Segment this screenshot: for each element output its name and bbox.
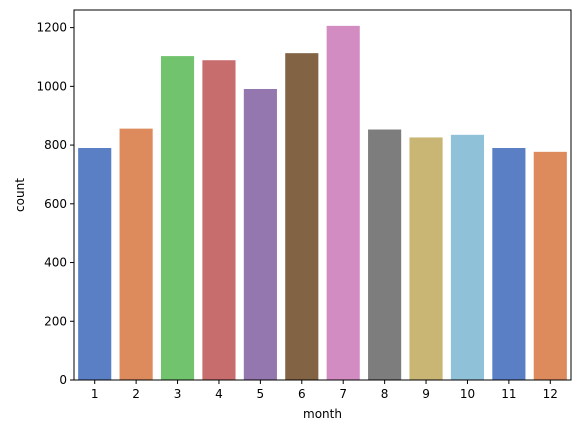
bar-month-1 (78, 148, 112, 380)
x-tick-label: 1 (91, 387, 99, 401)
bar-month-11 (492, 148, 526, 380)
plot-frame (73, 9, 572, 381)
bar-month-12 (533, 151, 567, 380)
x-tick-label: 6 (298, 387, 306, 401)
bar-month-3 (160, 56, 195, 380)
bar-month-10 (450, 134, 485, 380)
x-axis: 1 2 3 4 5 6 7 8 9 10 11 12 (91, 380, 558, 401)
x-tick-label: 5 (257, 387, 265, 401)
x-tick-label: 2 (132, 387, 140, 401)
y-axis-label: count (13, 178, 27, 212)
y-tick-label: 800 (44, 138, 67, 152)
y-tick-label: 0 (59, 373, 67, 387)
y-tick-label: 600 (44, 197, 67, 211)
y-axis: 0 200 400 600 800 1000 1200 (36, 21, 74, 387)
bar-month-8 (368, 129, 402, 380)
bar-month-2 (119, 128, 153, 380)
y-tick-label: 1000 (36, 79, 67, 93)
bar-month-4 (202, 60, 236, 380)
x-tick-label: 4 (215, 387, 223, 401)
x-tick-label: 8 (381, 387, 389, 401)
bar-month-7 (326, 25, 360, 380)
x-tick-label: 7 (339, 387, 347, 401)
x-axis-label: month (303, 407, 342, 421)
x-tick-label: 3 (174, 387, 182, 401)
y-tick-label: 200 (44, 314, 67, 328)
x-tick-label: 10 (460, 387, 475, 401)
x-tick-label: 9 (422, 387, 430, 401)
y-tick-label: 1200 (36, 21, 67, 35)
bars-group (78, 25, 567, 381)
bar-month-6 (285, 53, 319, 381)
x-tick-label: 11 (501, 387, 516, 401)
x-tick-label: 12 (543, 387, 558, 401)
y-tick-label: 400 (44, 256, 67, 270)
bar-month-5 (243, 88, 277, 380)
bar-month-9 (409, 137, 443, 380)
